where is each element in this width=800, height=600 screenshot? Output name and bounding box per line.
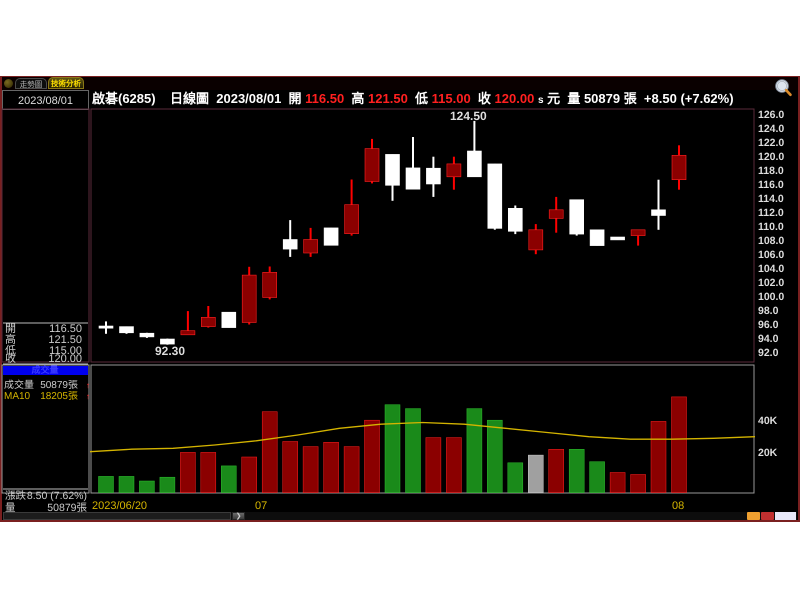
svg-text:110.0: 110.0 (758, 221, 784, 233)
svg-text:96.0: 96.0 (758, 319, 779, 331)
svg-text:40K: 40K (758, 415, 778, 427)
svg-text:量: 量 (5, 502, 16, 514)
svg-text:100.0: 100.0 (758, 291, 784, 303)
svg-text:114.0: 114.0 (758, 193, 784, 205)
svg-text:116.0: 116.0 (758, 179, 784, 191)
svg-text:106.0: 106.0 (758, 249, 784, 261)
svg-text:124.50: 124.50 (450, 109, 487, 123)
svg-text:↑: ↑ (86, 381, 90, 390)
svg-text:118.0: 118.0 (758, 165, 784, 177)
svg-text:07: 07 (255, 500, 267, 512)
svg-text:成交量: 成交量 (4, 379, 34, 391)
svg-text:18205張: 18205張 (40, 391, 78, 402)
svg-text:94.0: 94.0 (758, 333, 779, 345)
svg-text:成交量: 成交量 (31, 365, 58, 375)
svg-text:收: 收 (5, 352, 16, 365)
svg-text:MA10: MA10 (4, 391, 31, 402)
svg-text:92.0: 92.0 (758, 347, 779, 359)
svg-text:126.0: 126.0 (758, 109, 784, 121)
svg-text:124.0: 124.0 (758, 123, 784, 135)
svg-text:↑: ↑ (86, 392, 90, 401)
svg-text:104.0: 104.0 (758, 263, 784, 275)
svg-text:122.0: 122.0 (758, 137, 784, 149)
svg-text:108.0: 108.0 (758, 235, 784, 247)
svg-text:102.0: 102.0 (758, 277, 784, 289)
svg-text:98.0: 98.0 (758, 305, 779, 317)
svg-text:120.0: 120.0 (758, 151, 784, 163)
svg-text:漲跌: 漲跌 (5, 490, 26, 502)
svg-text:8.50 (7.62%): 8.50 (7.62%) (27, 490, 87, 502)
svg-text:120.00: 120.00 (48, 353, 82, 365)
svg-text:92.30: 92.30 (155, 344, 185, 358)
svg-text:20K: 20K (758, 447, 778, 459)
svg-text:50879張: 50879張 (47, 502, 87, 514)
svg-text:08: 08 (672, 500, 684, 512)
svg-text:2023/06/20: 2023/06/20 (92, 500, 147, 512)
svg-text:112.0: 112.0 (758, 207, 784, 219)
svg-text:50879張: 50879張 (40, 380, 78, 391)
